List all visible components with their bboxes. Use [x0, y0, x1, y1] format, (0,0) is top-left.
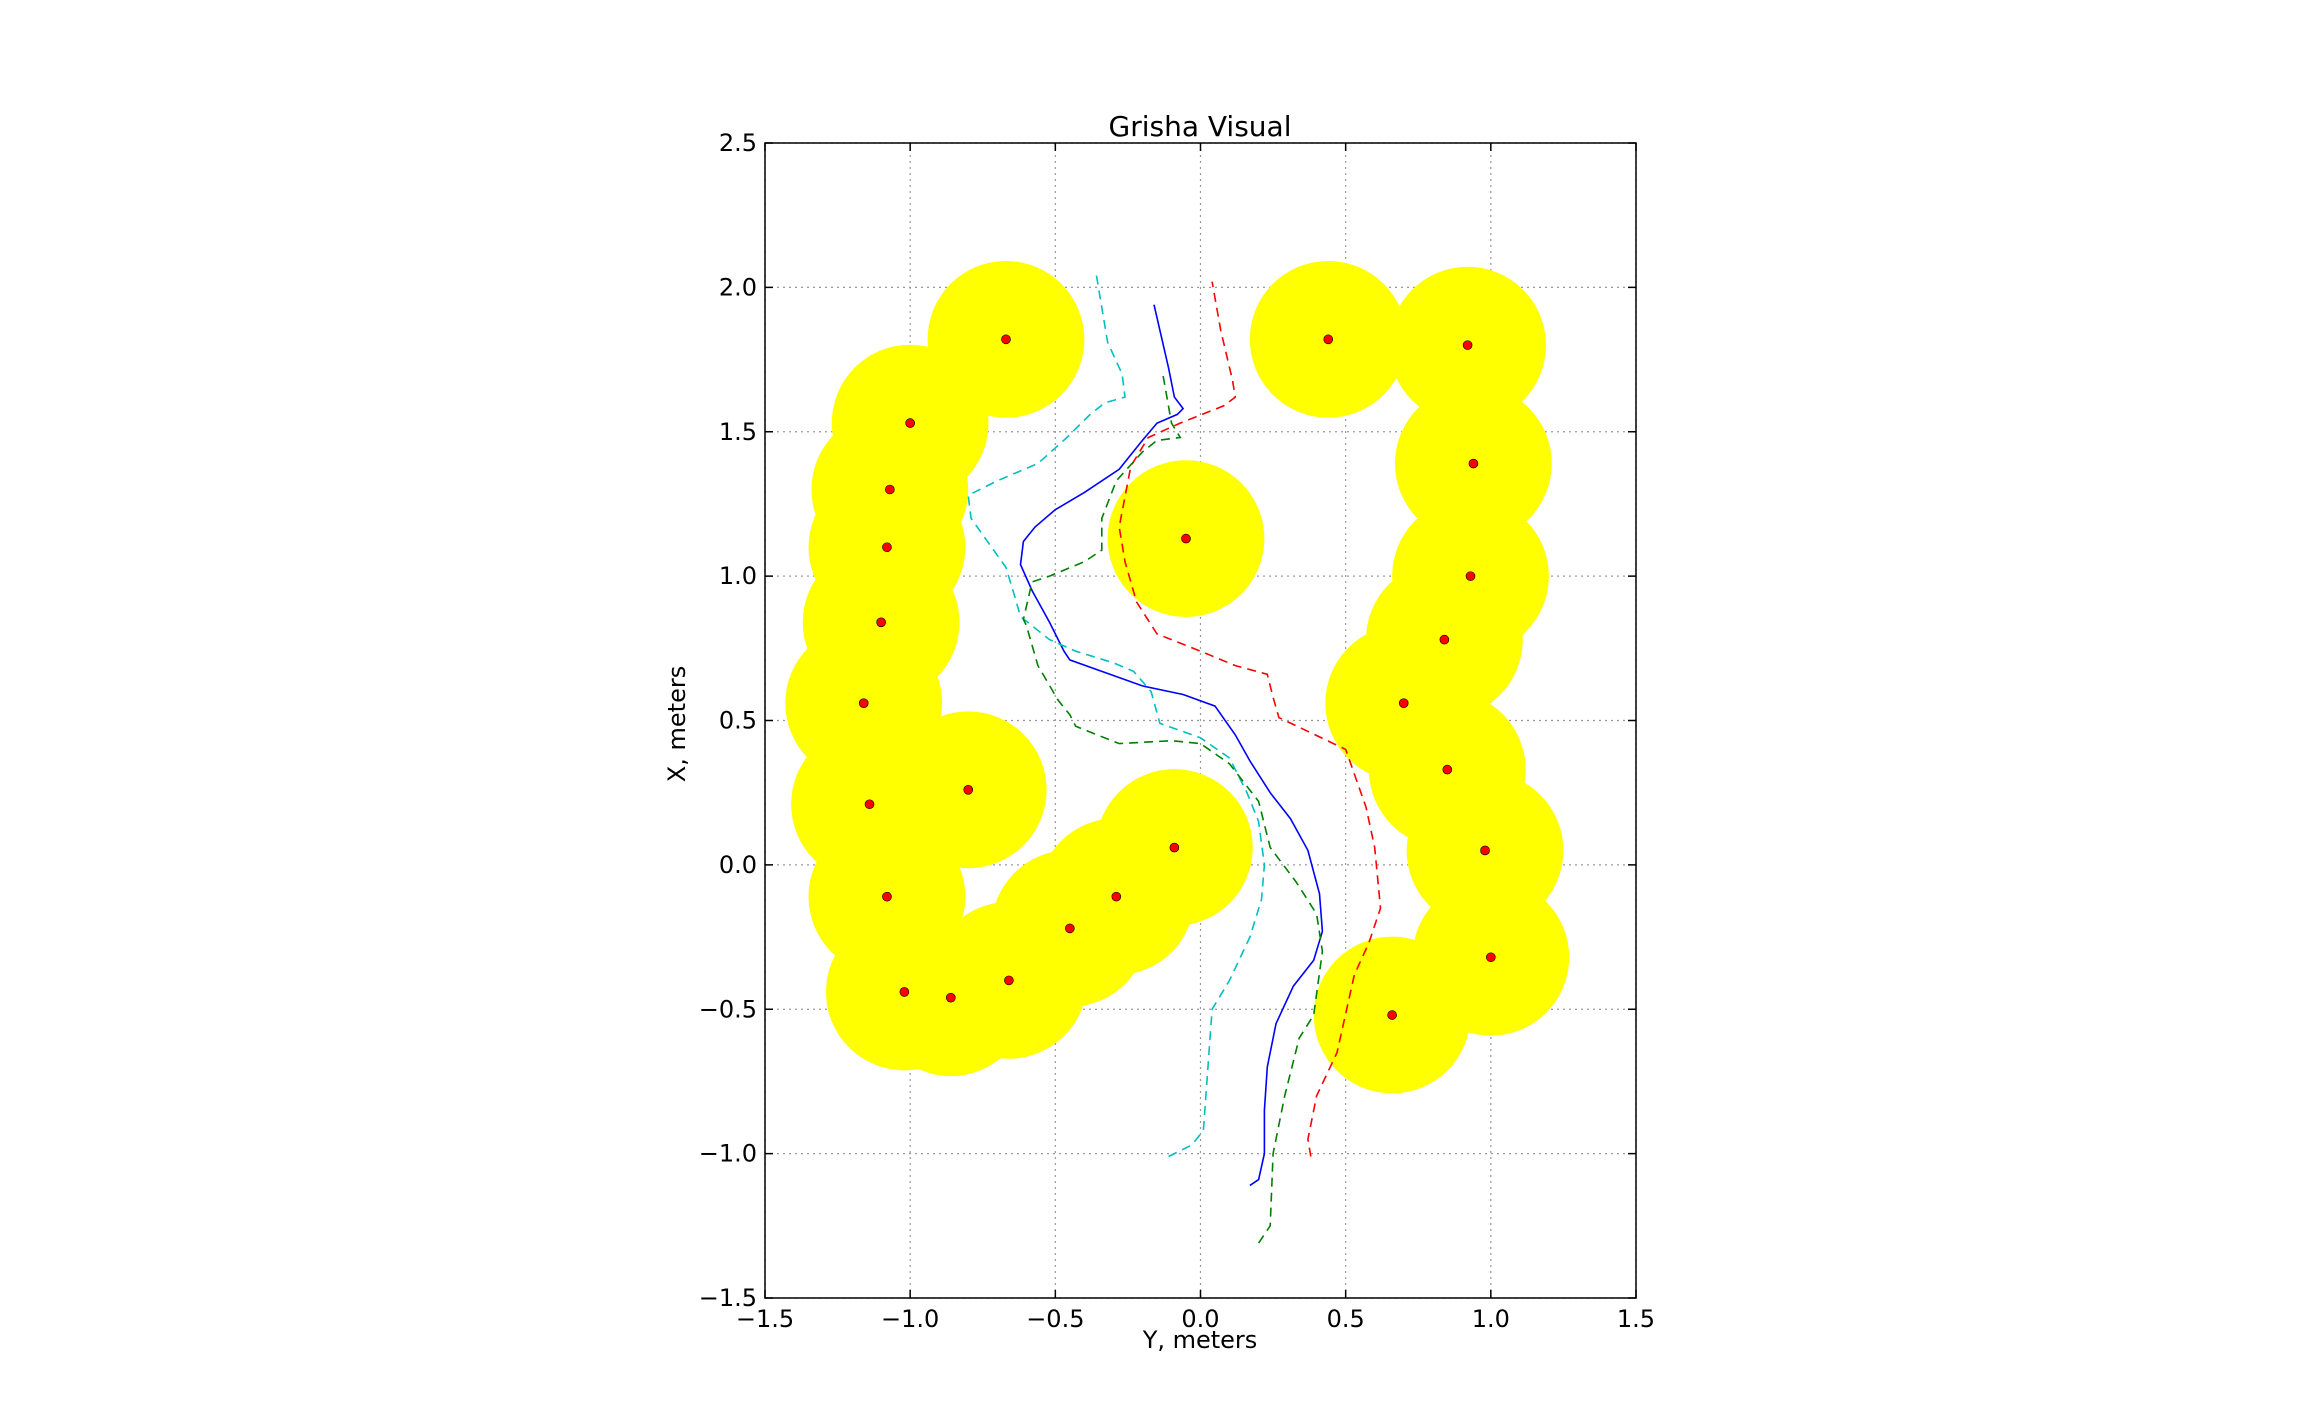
trajectory-line-2 — [967, 272, 1266, 1158]
trajectory-line-3 — [1118, 281, 1382, 1157]
x-tick-label: −1.5 — [736, 1305, 794, 1333]
x-tick-label: −0.5 — [1026, 1305, 1084, 1333]
y-tick-label: 2.5 — [719, 129, 757, 157]
obstacle-center-point — [885, 484, 895, 495]
y-tick-label: 1.5 — [719, 418, 757, 446]
x-tick-label: 1.5 — [1617, 1305, 1655, 1333]
x-tick-label: 0.5 — [1327, 1305, 1365, 1333]
obstacle-center-point — [882, 542, 892, 553]
y-tick-label: 0.5 — [719, 707, 757, 735]
obstacle-layer — [785, 260, 1570, 1094]
obstacle-center-point — [1486, 952, 1496, 963]
obstacle-center-point — [1323, 334, 1334, 345]
obstacle-center-point — [1462, 340, 1473, 350]
obstacle-center-point — [899, 987, 910, 997]
y-tick-label: 0.0 — [719, 851, 757, 879]
obstacle-center-point — [882, 891, 892, 902]
obstacle-center-point — [1439, 634, 1450, 645]
obstacle-center-point — [1181, 533, 1191, 544]
obstacle-center-point — [864, 799, 875, 810]
obstacle-center-point — [1387, 1010, 1397, 1020]
obstacle-center-point — [1398, 698, 1409, 708]
obstacle-center-point — [1480, 845, 1490, 856]
trajectory-line-1 — [1019, 304, 1324, 1187]
y-tick-label: 2.0 — [719, 273, 757, 301]
x-tick-label: 0.0 — [1181, 1305, 1219, 1333]
obstacle-center-point — [1004, 975, 1014, 986]
chart-title: Grisha Visual — [1109, 110, 1292, 143]
trajectory-line-4 — [1022, 373, 1324, 1244]
x-tick-label: 1.0 — [1472, 1305, 1510, 1333]
obstacle-center-point — [1442, 764, 1453, 775]
x-tick-label: −1.0 — [881, 1305, 939, 1333]
y-tick-label: −1.5 — [699, 1284, 757, 1312]
path-layer — [967, 272, 1382, 1244]
y-axis-label: X, meters — [663, 666, 691, 782]
obstacle-center-point — [963, 784, 974, 795]
obstacle-center-point — [858, 698, 869, 708]
obstacle-center-point — [1468, 458, 1479, 469]
tick-layer: −1.5 −1.0 −0.5 0.0 0.5 1.0 1.5 −1.5 −1.0 −0.5 0.0 0… — [699, 129, 1655, 1333]
center-layer — [858, 334, 1496, 1020]
obstacle-center-point — [1111, 891, 1122, 902]
obstacle-center-point — [1065, 923, 1075, 934]
y-tick-label: −1.0 — [699, 1140, 757, 1168]
obstacle-center-point — [905, 418, 915, 428]
x-axis-label: Y, meters — [1142, 1326, 1258, 1354]
y-tick-label: 1.0 — [719, 562, 757, 590]
y-tick-label: −0.5 — [699, 995, 757, 1023]
obstacle-center-point — [946, 992, 956, 1003]
obstacle-center-point — [1465, 571, 1476, 581]
obstacle-center-point — [1001, 334, 1011, 345]
obstacle-center-point — [876, 617, 886, 628]
obstacle-center-point — [1169, 842, 1180, 853]
